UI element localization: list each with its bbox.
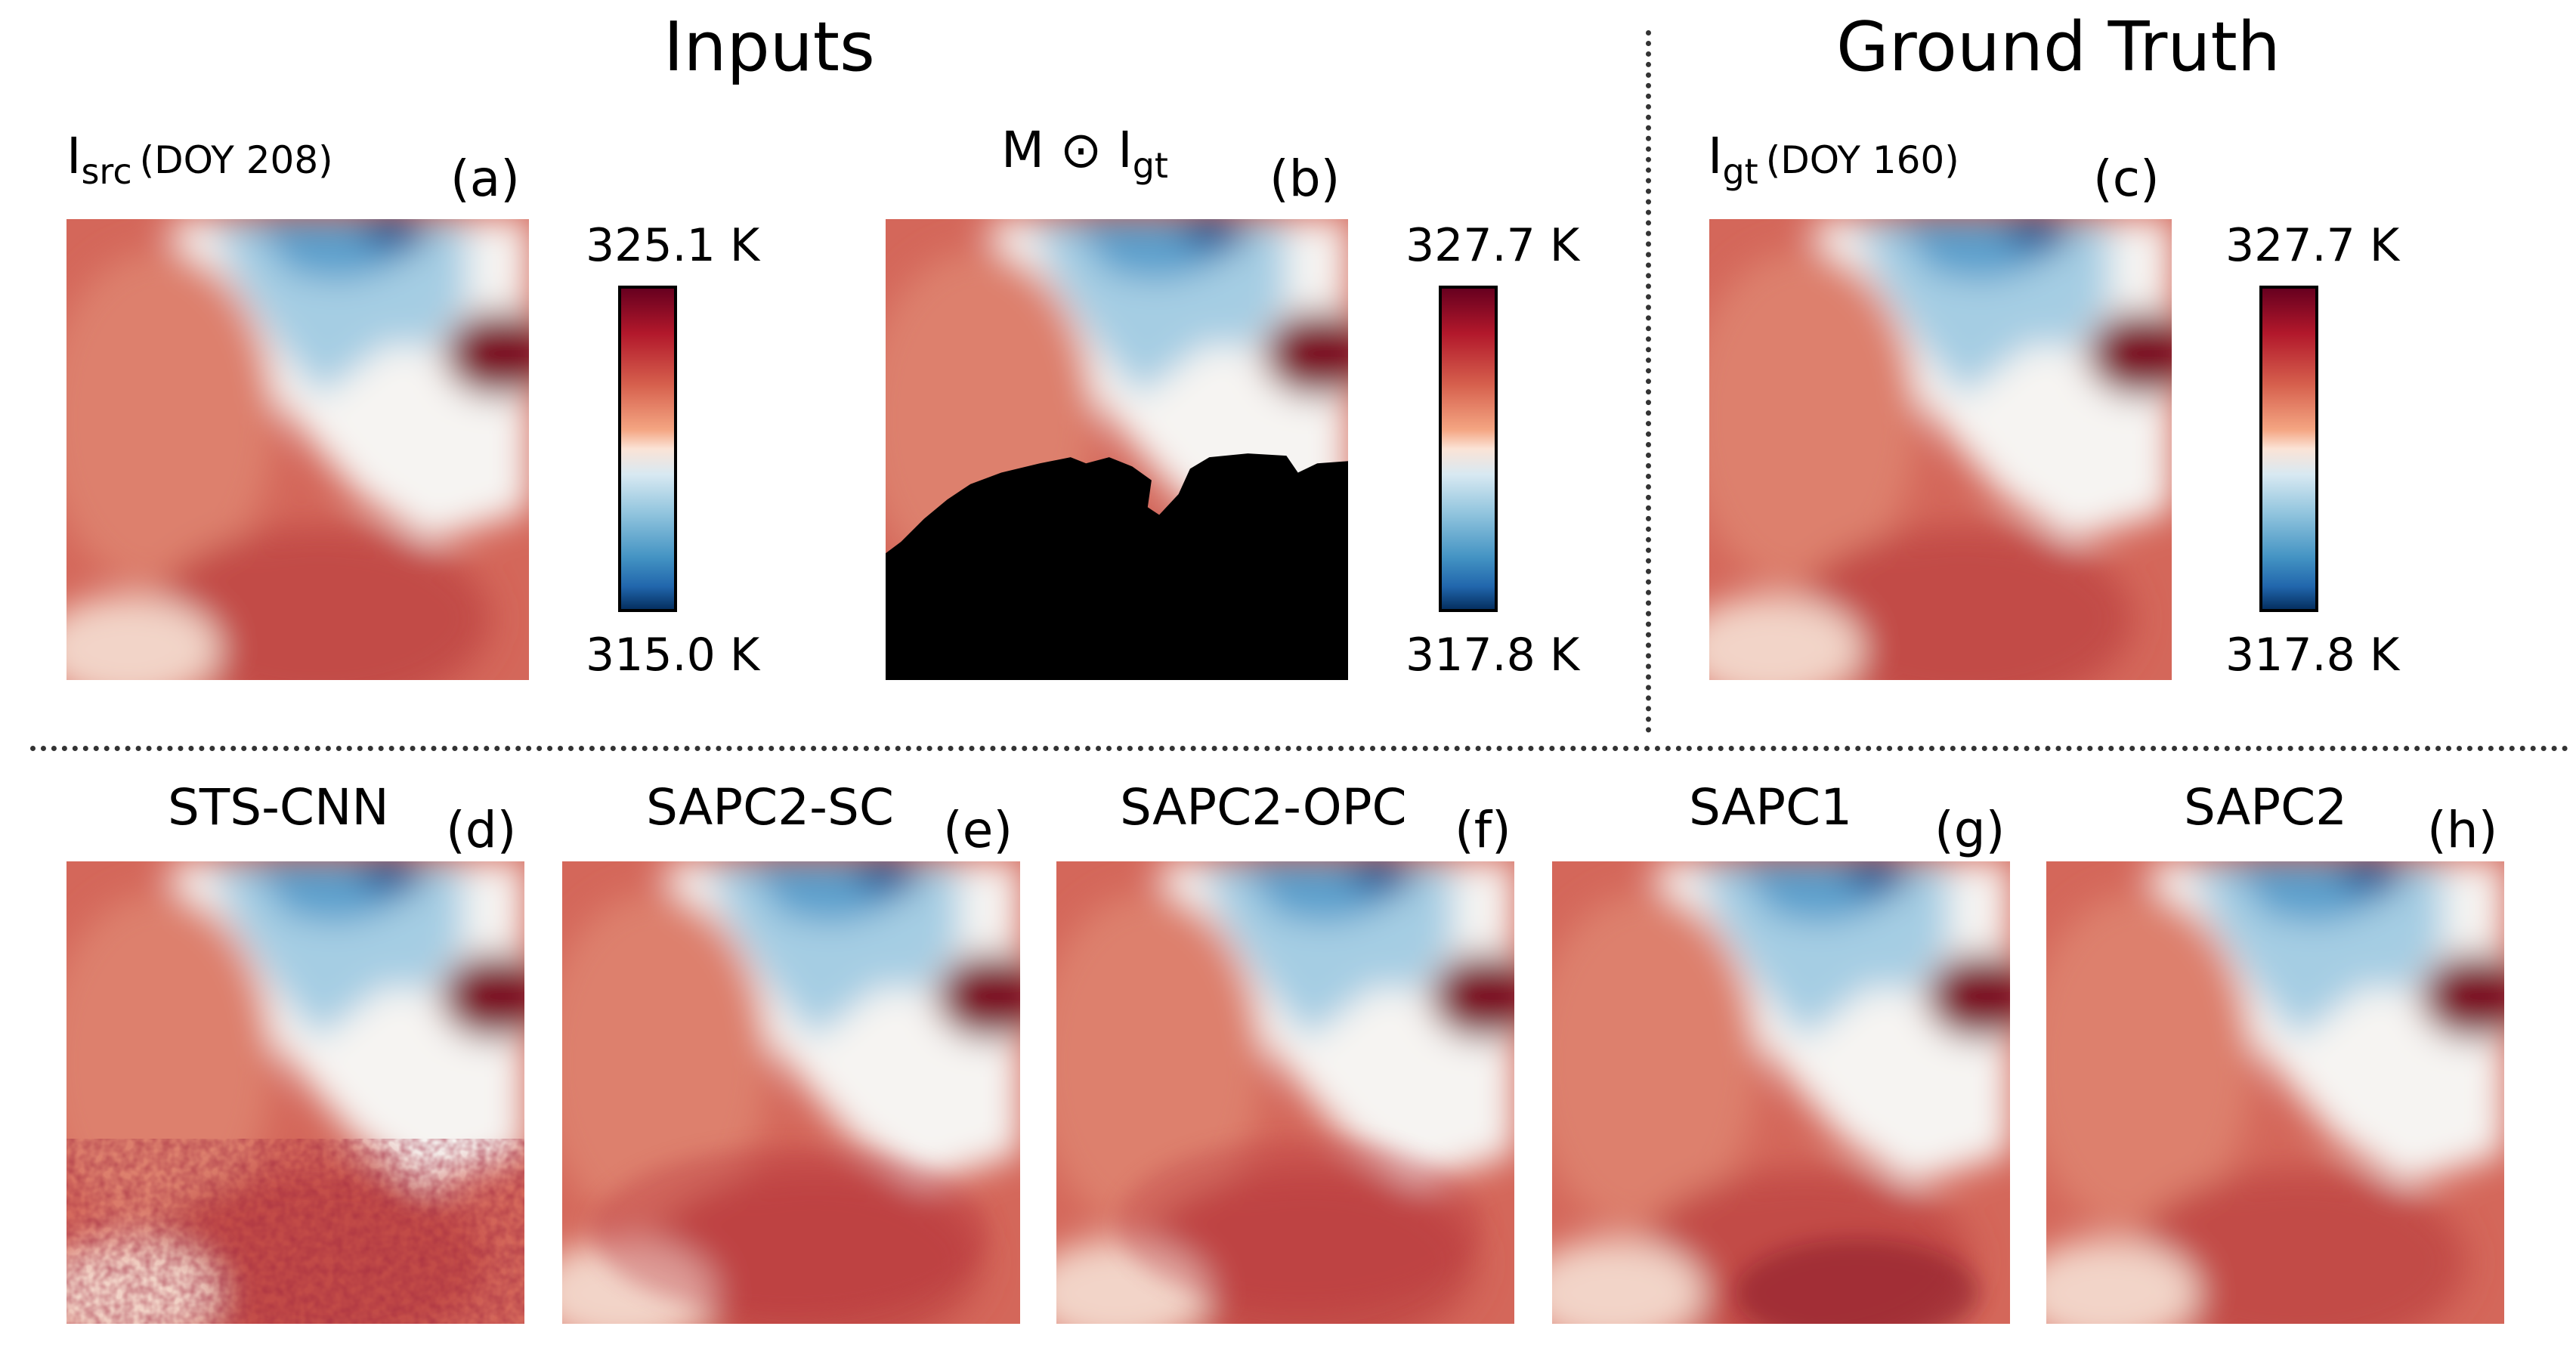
panel-e-letter: (e): [943, 801, 1013, 859]
panel-g-label: SAPC1: [1689, 778, 1853, 836]
panel-h-image: [2046, 861, 2504, 1324]
panel-f-image: [1056, 861, 1514, 1324]
panel-f-letter: (f): [1455, 801, 1511, 859]
panel-b-letter: (b): [1269, 150, 1341, 208]
panel-d-image: [66, 861, 524, 1324]
panel-c-symbol: I: [1708, 127, 1723, 185]
panel-c-image: [1709, 219, 2172, 680]
panel-a-letter: (a): [450, 150, 520, 208]
panel-b-prefix: M ⊙: [1001, 121, 1118, 179]
panel-e-label: SAPC2-SC: [646, 778, 894, 836]
colorbar-b: [1439, 286, 1498, 612]
vertical-divider: [1646, 30, 1651, 733]
panel-a-doy: (DOY 208): [139, 138, 333, 182]
panel-d-letter: (d): [446, 801, 517, 859]
panel-c-subscript: gt: [1722, 151, 1758, 192]
panel-e-image: [562, 861, 1020, 1324]
panel-h-letter: (h): [2427, 801, 2498, 859]
colorbar-c-max: 327.7 K: [2225, 219, 2400, 272]
ground-truth-title: Ground Truth: [1836, 8, 2281, 87]
colorbar-a: [618, 286, 677, 612]
panel-b-mask: [886, 453, 1348, 680]
panel-g-image: [1552, 861, 2010, 1324]
colorbar-a-min: 315.0 K: [586, 629, 760, 682]
panel-b-subscript: gt: [1132, 145, 1168, 186]
panel-a-image: [66, 219, 529, 680]
colorbar-b-max: 327.7 K: [1406, 219, 1580, 272]
panel-a-subscript: src: [81, 151, 132, 192]
colorbar-c-min: 317.8 K: [2225, 629, 2400, 682]
colorbar-c: [2259, 286, 2318, 612]
inputs-title: Inputs: [663, 8, 875, 87]
panel-h-label: SAPC2: [2184, 778, 2348, 836]
panel-b-image: [886, 219, 1348, 680]
colorbar-b-min: 317.8 K: [1406, 629, 1580, 682]
panel-a-symbol: I: [66, 127, 82, 185]
horizontal-divider: [30, 746, 2569, 751]
panel-f-label: SAPC2-OPC: [1120, 778, 1407, 836]
panel-c-label: Igt (DOY 160): [1708, 127, 1959, 192]
panel-a-label: Isrc (DOY 208): [66, 127, 333, 192]
panel-d-label: STS-CNN: [168, 778, 389, 836]
panel-c-doy: (DOY 160): [1765, 138, 1959, 182]
panel-b-symbol: I: [1118, 121, 1133, 179]
colorbar-a-max: 325.1 K: [586, 219, 760, 272]
panel-c-letter: (c): [2093, 150, 2160, 208]
panel-g-letter: (g): [1934, 801, 2005, 859]
panel-b-label: M ⊙ Igt: [1001, 121, 1168, 186]
